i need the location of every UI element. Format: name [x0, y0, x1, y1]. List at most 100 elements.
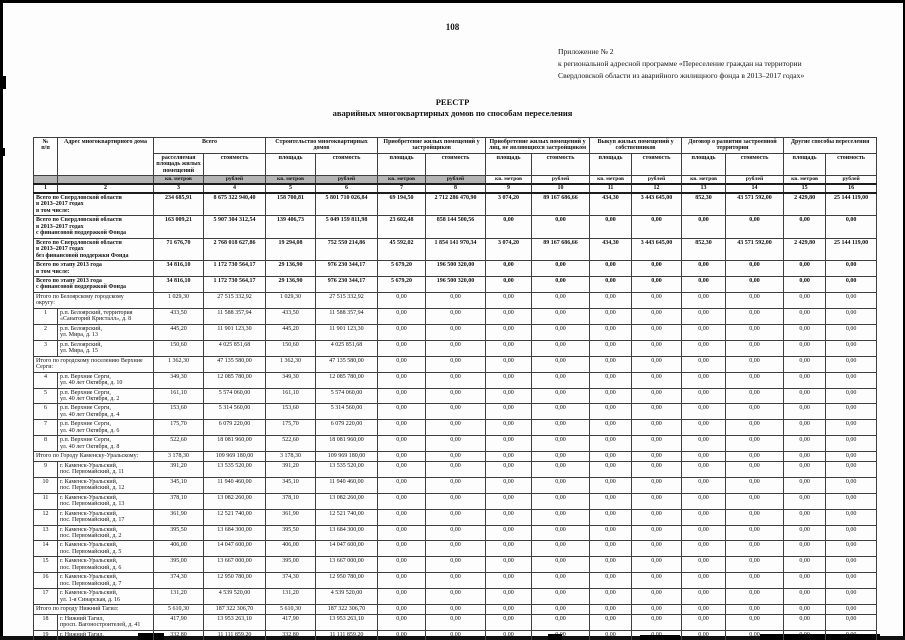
value-cell: 0,00	[631, 215, 683, 239]
value-cell: 4 539 520,00	[315, 588, 379, 606]
value-cell: 0,00	[377, 556, 427, 574]
units-cell: рублей	[315, 175, 379, 185]
value-cell: 0,00	[589, 629, 633, 640]
row-number-cell: 19	[33, 629, 58, 640]
value-cell: 3 074,20	[485, 192, 533, 217]
value-cell: 43 571 592,00	[725, 192, 785, 217]
value-cell: 0,00	[425, 371, 487, 389]
value-cell: 0,00	[825, 524, 878, 542]
value-cell: 858 144 500,56	[425, 215, 487, 239]
value-cell: 0,00	[531, 339, 591, 357]
value-cell: 0,00	[681, 572, 727, 590]
value-cell: 0,00	[531, 371, 591, 389]
table-body: Всего по Свердловской области в 2013–201…	[33, 192, 878, 640]
subheader-area: площадь	[783, 152, 827, 177]
building-row: 5 р.п. Верхние Серги, ул. 40 лет Октября,…	[33, 387, 878, 405]
value-cell: 0,00	[725, 572, 785, 590]
value-cell: 361,90	[153, 508, 204, 526]
subheader-area: площадь	[377, 152, 427, 177]
row-number-cell: 16	[33, 572, 58, 590]
value-cell: 0,00	[531, 215, 591, 239]
value-cell: 11 940 460,00	[202, 476, 267, 494]
value-cell: 5 679,20	[377, 275, 427, 293]
value-cell: 0,00	[589, 604, 633, 615]
value-cell: 0,00	[725, 371, 785, 389]
document-subtitle: аварийных многоквартирных домов по спосо…	[332, 108, 573, 118]
value-cell: 163 009,21	[153, 215, 204, 239]
value-cell: 0,00	[485, 508, 533, 526]
building-row: 14 г. Каменск-Уральский, пос. Первомайски…	[33, 540, 878, 558]
value-cell: 0,00	[589, 307, 633, 325]
address-cell: г. Каменск-Уральский, пос. Первомайский,…	[57, 508, 154, 526]
value-cell: 445,20	[265, 323, 317, 341]
value-cell: 0,00	[825, 307, 878, 325]
value-cell: 187 322 306,70	[315, 604, 379, 615]
row-number-cell: 9	[33, 460, 58, 478]
value-cell: 5 610,30	[153, 604, 204, 615]
value-cell: 1 172 730 564,17	[202, 260, 267, 277]
value-cell: 434,30	[589, 192, 633, 217]
value-cell: 0,00	[783, 629, 827, 640]
value-cell: 0,00	[531, 291, 591, 309]
value-cell: 161,10	[265, 387, 317, 405]
col-group-purchase-developers: Приобретение жилых помещений у застройщи…	[377, 137, 487, 154]
value-cell: 0,00	[725, 275, 785, 293]
value-cell: 0,00	[589, 355, 633, 373]
value-cell: 0,00	[485, 387, 533, 405]
value-cell: 13 953 263,10	[315, 613, 379, 631]
value-cell: 0,00	[589, 275, 633, 293]
row-number-cell: 1	[33, 307, 58, 325]
value-cell: 0,00	[377, 371, 427, 389]
value-cell: 0,00	[825, 323, 878, 341]
value-cell: 12 521 740,00	[315, 508, 379, 526]
column-number: 16	[825, 183, 878, 194]
building-row: 9 г. Каменск-Уральский, пос. Первомайский…	[33, 460, 878, 478]
column-number: 6	[315, 183, 379, 194]
value-cell: 0,00	[377, 524, 427, 542]
value-cell: 0,00	[485, 355, 533, 373]
value-cell: 0,00	[531, 419, 591, 437]
subheader-area: площадь	[265, 152, 317, 177]
value-cell: 27 515 332,92	[315, 291, 379, 309]
value-cell: 0,00	[681, 403, 727, 421]
value-cell: 0,00	[725, 540, 785, 558]
value-cell: 0,00	[783, 476, 827, 494]
value-cell: 976 230 344,17	[315, 260, 379, 277]
value-cell: 5 801 710 026,84	[315, 192, 379, 217]
value-cell: 0,00	[531, 508, 591, 526]
value-cell: 11 901 123,30	[202, 323, 267, 341]
subheader-cost: стоимость	[631, 152, 683, 177]
value-cell: 0,00	[589, 492, 633, 510]
value-cell: 0,00	[589, 572, 633, 590]
value-cell: 27 515 332,92	[202, 291, 267, 309]
building-row: 13 г. Каменск-Уральский, пос. Первомайски…	[33, 524, 878, 542]
value-cell: 5 314 560,00	[202, 403, 267, 421]
summary-row: Итого по Белоярскому городскому округу: 1…	[33, 291, 878, 309]
value-cell: 0,00	[425, 476, 487, 494]
value-cell: 0,00	[681, 556, 727, 574]
value-cell: 0,00	[631, 403, 683, 421]
value-cell: 0,00	[425, 508, 487, 526]
registry-table: № п/п Адрес многоквартирного дома Всего …	[33, 136, 878, 640]
value-cell: 0,00	[485, 323, 533, 341]
value-cell: 0,00	[631, 492, 683, 510]
value-cell: 0,00	[531, 613, 591, 631]
value-cell: 0,00	[631, 419, 683, 437]
value-cell: 417,90	[153, 613, 204, 631]
value-cell: 5 574 060,00	[315, 387, 379, 405]
value-cell: 0,00	[725, 339, 785, 357]
value-cell: 1 029,30	[265, 291, 317, 309]
value-cell: 0,00	[531, 307, 591, 325]
value-cell: 0,00	[485, 588, 533, 606]
address-cell: Итого по городскому поселению Верхние Се…	[33, 355, 154, 373]
value-cell: 976 230 344,17	[315, 275, 379, 293]
value-cell: 0,00	[485, 215, 533, 239]
value-cell: 0,00	[825, 588, 878, 606]
appendix-line: Приложение № 2	[558, 47, 614, 56]
value-cell: 361,90	[265, 508, 317, 526]
value-cell: 522,60	[265, 435, 317, 453]
value-cell: 161,10	[153, 387, 204, 405]
value-cell: 69 194,50	[377, 192, 427, 217]
value-cell: 175,70	[153, 419, 204, 437]
value-cell: 0,00	[681, 451, 727, 462]
